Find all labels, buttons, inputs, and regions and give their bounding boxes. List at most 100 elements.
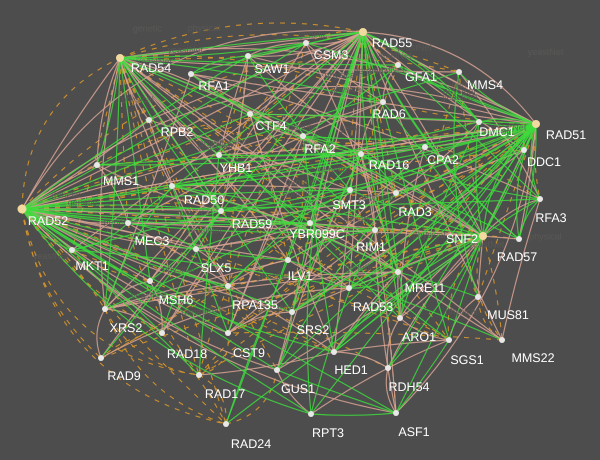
- edge-physical: [21, 208, 335, 353]
- node-mms22[interactable]: [499, 337, 505, 343]
- edge-watermark-yeastNet: yeastNet: [131, 290, 167, 300]
- edge-genetic: [302, 135, 362, 155]
- edge-physical: [362, 31, 450, 341]
- edge-genetic: [21, 115, 541, 210]
- edge-watermark-genetic: genetic: [318, 164, 348, 174]
- edge-yeastNet: [302, 135, 397, 194]
- node-dmc1[interactable]: [476, 119, 482, 125]
- node-rad24[interactable]: [223, 421, 229, 427]
- edge-physical: [21, 123, 537, 210]
- node-rad17[interactable]: [196, 372, 202, 378]
- node-xrs2[interactable]: [102, 306, 108, 312]
- node-gfa1[interactable]: [395, 62, 401, 68]
- node-slx5[interactable]: [193, 246, 199, 252]
- node-rfa1[interactable]: [188, 71, 194, 77]
- node-ilv1[interactable]: [285, 257, 291, 263]
- node-ybr099c[interactable]: [307, 220, 313, 226]
- node-rad3[interactable]: [393, 190, 399, 196]
- edge-yeastNet: [127, 222, 335, 353]
- edge-physical: [71, 123, 537, 251]
- node-rad52[interactable]: [17, 204, 27, 214]
- edge-genetic: [119, 57, 229, 287]
- node-rpt3[interactable]: [308, 411, 314, 417]
- edge-genetic: [227, 55, 249, 334]
- node-cst9[interactable]: [225, 330, 231, 336]
- edge-physical: [21, 189, 351, 210]
- node-mkt1[interactable]: [69, 247, 75, 253]
- edge-genetic: [287, 259, 450, 341]
- edge-watermark-physical: physical: [216, 137, 249, 147]
- edge-genetic: [119, 57, 351, 191]
- edge-genetic: [119, 57, 376, 231]
- node-rfa3[interactable]: [537, 196, 543, 202]
- edge-yeastNet: [477, 235, 484, 298]
- node-rad6[interactable]: [380, 99, 386, 105]
- node-rad18[interactable]: [159, 330, 165, 336]
- edge-physical: [397, 271, 404, 319]
- node-sgs1[interactable]: [446, 337, 452, 343]
- node-rdh54[interactable]: [385, 365, 391, 371]
- node-saw1[interactable]: [245, 53, 251, 59]
- node-rad53[interactable]: [346, 285, 352, 291]
- node-srs2[interactable]: [289, 309, 295, 315]
- node-rad51[interactable]: [532, 120, 540, 128]
- node-ctf4[interactable]: [247, 111, 253, 117]
- edge-genetic: [119, 34, 460, 73]
- edge-watermark-physical: physical: [301, 140, 334, 150]
- node-smt3[interactable]: [347, 187, 353, 193]
- edge-genetic: [348, 123, 537, 289]
- node-group[interactable]: [17, 28, 544, 427]
- node-aro1[interactable]: [397, 315, 403, 321]
- edge-watermark-genetic: genetic: [298, 29, 328, 39]
- node-msh6[interactable]: [147, 278, 153, 284]
- edge-genetic: [21, 57, 121, 210]
- edge-physical: [475, 121, 484, 237]
- edge-watermark-yeastNet: yeastNet: [168, 45, 204, 55]
- node-rad16[interactable]: [358, 151, 364, 157]
- edge-physical: [395, 339, 450, 414]
- node-rad55[interactable]: [359, 28, 367, 36]
- node-mms4[interactable]: [456, 69, 462, 75]
- node-rpb2[interactable]: [146, 117, 152, 123]
- edge-physical: [127, 31, 364, 224]
- edge-physical: [362, 31, 401, 319]
- node-rfa2[interactable]: [300, 133, 306, 139]
- node-rpa135[interactable]: [225, 283, 231, 289]
- node-snf2[interactable]: [479, 232, 487, 240]
- edge-genetic: [119, 57, 278, 371]
- edge-yeastNet: [482, 198, 541, 237]
- edge-yeastNet: [501, 198, 541, 341]
- node-mus81[interactable]: [475, 294, 481, 300]
- edge-physical: [333, 123, 537, 353]
- edge-watermark-genetic: genetic: [288, 122, 318, 132]
- edge-yeastNet: [399, 317, 450, 341]
- edge-yeastNet: [397, 271, 503, 341]
- node-hed1[interactable]: [331, 349, 337, 355]
- edge-physical: [21, 198, 541, 210]
- edge-genetic: [397, 71, 460, 273]
- node-rad50[interactable]: [169, 183, 175, 189]
- node-rim1[interactable]: [372, 227, 378, 233]
- node-mre11[interactable]: [395, 269, 401, 275]
- node-gus1[interactable]: [274, 367, 280, 373]
- edge-genetic: [225, 369, 278, 425]
- node-rad57[interactable]: [516, 236, 522, 242]
- edge-watermark-physical: physical: [188, 23, 221, 33]
- node-ddc1[interactable]: [521, 147, 527, 153]
- node-rad59[interactable]: [218, 208, 224, 214]
- edge-yeastNet: [333, 339, 450, 353]
- edge-genetic: [220, 210, 450, 341]
- node-mms1[interactable]: [94, 162, 100, 168]
- edge-physical: [287, 229, 376, 261]
- edge-physical: [119, 42, 307, 59]
- node-cpa2[interactable]: [422, 144, 428, 150]
- node-csm3[interactable]: [303, 40, 309, 46]
- node-rad54[interactable]: [116, 54, 124, 62]
- node-rad9[interactable]: [98, 355, 104, 361]
- node-mec3[interactable]: [125, 220, 131, 226]
- edge-watermark-genetic: genetic: [104, 217, 134, 227]
- node-yhb1[interactable]: [216, 152, 222, 158]
- node-asf1[interactable]: [393, 410, 399, 416]
